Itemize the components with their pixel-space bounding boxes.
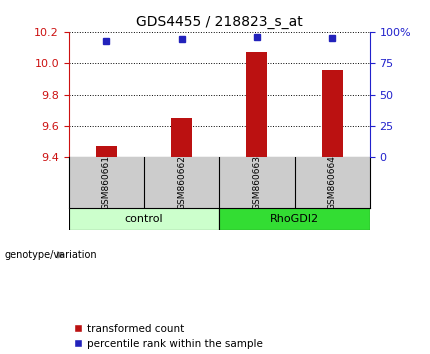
Text: GSM860662: GSM860662 bbox=[177, 155, 186, 210]
Bar bbox=[69, 207, 219, 230]
Text: GSM860661: GSM860661 bbox=[102, 155, 111, 210]
Bar bbox=[219, 207, 370, 230]
Text: GSM860664: GSM860664 bbox=[328, 155, 337, 210]
Bar bbox=[171, 118, 192, 157]
Text: genotype/variation: genotype/variation bbox=[4, 250, 97, 260]
Text: GSM860663: GSM860663 bbox=[252, 155, 261, 210]
Bar bbox=[96, 146, 117, 157]
Text: RhoGDI2: RhoGDI2 bbox=[270, 214, 319, 224]
Title: GDS4455 / 218823_s_at: GDS4455 / 218823_s_at bbox=[136, 16, 303, 29]
Legend: transformed count, percentile rank within the sample: transformed count, percentile rank withi… bbox=[74, 324, 262, 349]
Bar bbox=[246, 52, 267, 157]
Bar bbox=[322, 69, 343, 157]
Text: control: control bbox=[125, 214, 163, 224]
